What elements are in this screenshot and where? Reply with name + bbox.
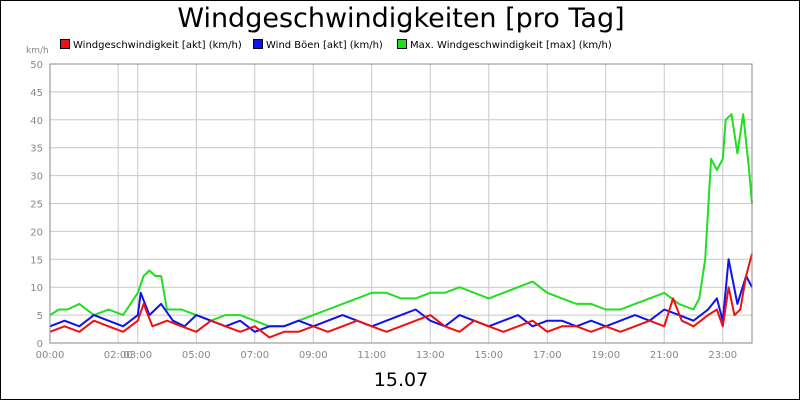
x-tick-label: 02:00 — [104, 350, 133, 361]
legend-swatch-boeen — [253, 39, 263, 49]
legend-item-boeen: Wind Böen [akt] (km/h) — [253, 39, 383, 51]
legend-label-max: Max. Windgeschwindigkeit [max] (km/h) — [410, 40, 612, 51]
series-line-0 — [49, 253, 753, 339]
x-axis-date-label: 15.07 — [373, 369, 429, 391]
series-line-1 — [49, 258, 753, 333]
y-tick-label: 5 — [37, 311, 43, 322]
series-line-2 — [49, 113, 753, 328]
y-tick-label: 35 — [30, 144, 43, 155]
x-tick-label: 09:00 — [299, 350, 328, 361]
y-axis-unit-label: km/h — [26, 46, 49, 56]
x-tick-label: 17:00 — [533, 350, 562, 361]
x-tick-label: 03:00 — [123, 350, 152, 361]
x-tick-label: 07:00 — [240, 350, 269, 361]
x-tick-label: 13:00 — [416, 350, 445, 361]
chart-title: Windgeschwindigkeiten [pro Tag] — [177, 3, 625, 34]
x-tick-label: 00:00 — [36, 350, 65, 361]
y-tick-label: 0 — [37, 339, 43, 350]
y-tick-label: 20 — [30, 227, 43, 238]
y-tick-label: 50 — [30, 60, 43, 71]
legend-item-akt: Windgeschwindigkeit [akt] (km/h) — [60, 39, 242, 51]
x-tick-label: 15:00 — [474, 350, 503, 361]
y-tick-label: 10 — [30, 283, 43, 294]
x-tick-label: 19:00 — [591, 350, 620, 361]
legend-swatch-max — [397, 39, 407, 49]
legend-item-max: Max. Windgeschwindigkeit [max] (km/h) — [397, 39, 612, 51]
x-tick-label: 11:00 — [357, 350, 386, 361]
y-tick-label: 45 — [30, 88, 43, 99]
plot-border — [49, 63, 753, 344]
legend-label-akt: Windgeschwindigkeit [akt] (km/h) — [73, 40, 242, 51]
x-tick-label: 21:00 — [650, 350, 679, 361]
x-tick-label: 05:00 — [182, 350, 211, 361]
y-tick-label: 15 — [30, 255, 43, 266]
x-tick-label: 23:00 — [708, 350, 737, 361]
y-tick-label: 25 — [30, 200, 43, 211]
y-tick-label: 30 — [30, 172, 43, 183]
y-tick-label: 40 — [30, 116, 43, 127]
legend-swatch-akt — [60, 39, 70, 49]
legend-label-boeen: Wind Böen [akt] (km/h) — [266, 40, 383, 51]
